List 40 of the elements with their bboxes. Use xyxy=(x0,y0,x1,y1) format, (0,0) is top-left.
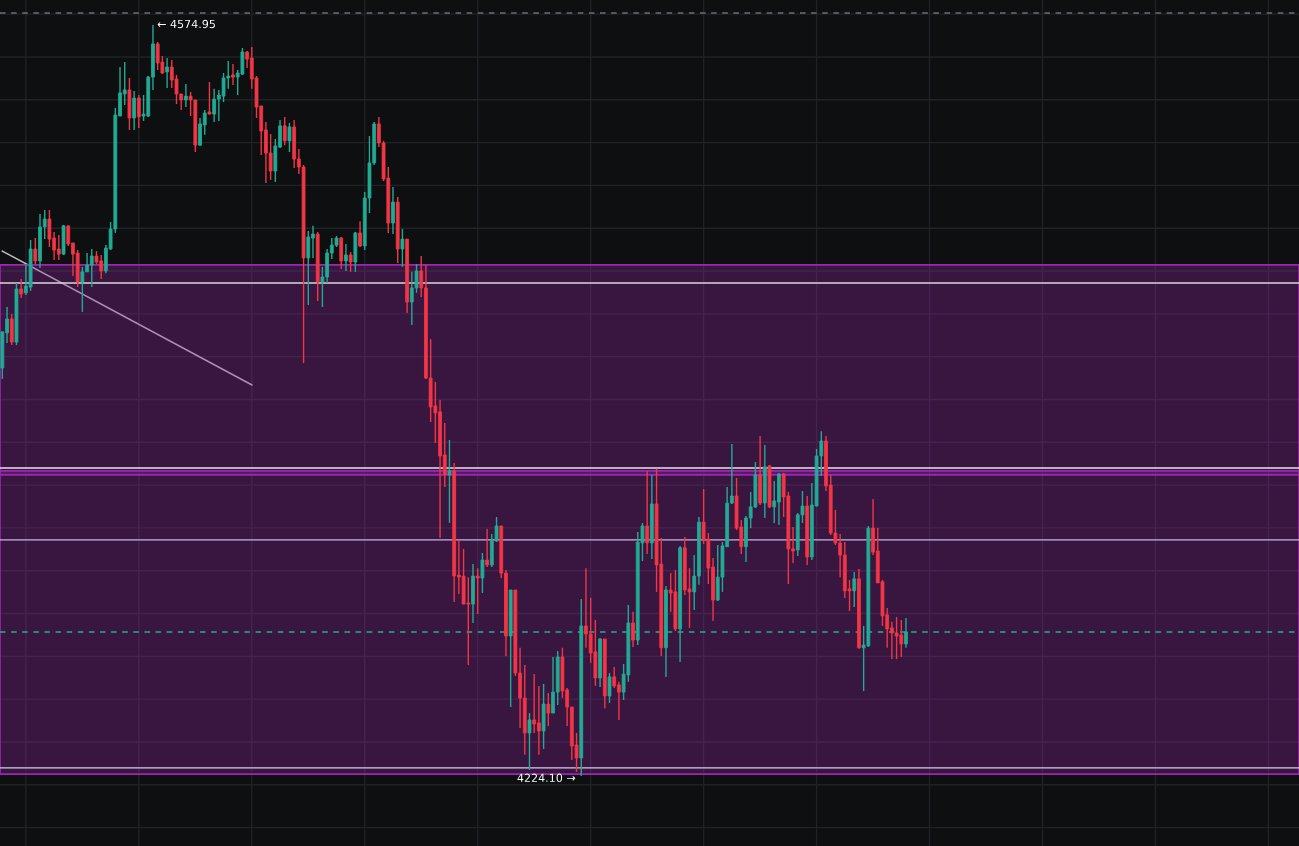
candlestick xyxy=(852,571,857,608)
candlestick xyxy=(80,266,85,313)
candlestick xyxy=(184,83,188,108)
candlestick xyxy=(287,122,292,153)
candlestick xyxy=(33,237,38,265)
candlestick xyxy=(212,88,217,123)
candlestick xyxy=(165,57,169,89)
candlestick xyxy=(282,116,287,146)
candlestick xyxy=(231,63,235,86)
candlestick xyxy=(400,228,405,268)
candlestick xyxy=(358,220,362,248)
candlestick xyxy=(527,712,532,771)
candlestick xyxy=(631,611,635,648)
candlestick xyxy=(240,47,245,76)
candlestick xyxy=(447,439,452,524)
candlestick xyxy=(339,236,344,270)
candlestick xyxy=(89,248,94,288)
annotation: ← 4574.95 xyxy=(157,19,215,29)
candlestick xyxy=(894,616,899,660)
candlestick xyxy=(344,243,348,272)
candlestick xyxy=(485,528,489,568)
candlestick xyxy=(136,94,141,129)
candlestick xyxy=(480,552,485,594)
candlestick xyxy=(56,234,61,261)
candlestick xyxy=(155,41,160,71)
candlestick xyxy=(532,673,537,734)
candlestick xyxy=(268,133,273,181)
candlestick xyxy=(207,81,212,115)
candlestick xyxy=(612,666,617,689)
candlestick xyxy=(132,90,137,131)
candlestick xyxy=(19,278,24,299)
candlestick xyxy=(391,186,395,235)
annotation: 4224.10 → xyxy=(517,773,576,782)
candlestick xyxy=(9,313,14,346)
candlestick xyxy=(607,672,612,704)
candlestick xyxy=(645,470,650,555)
candlestick xyxy=(306,230,311,306)
candlestick xyxy=(348,251,353,273)
candlestick xyxy=(475,567,480,615)
candlestick xyxy=(546,692,551,727)
